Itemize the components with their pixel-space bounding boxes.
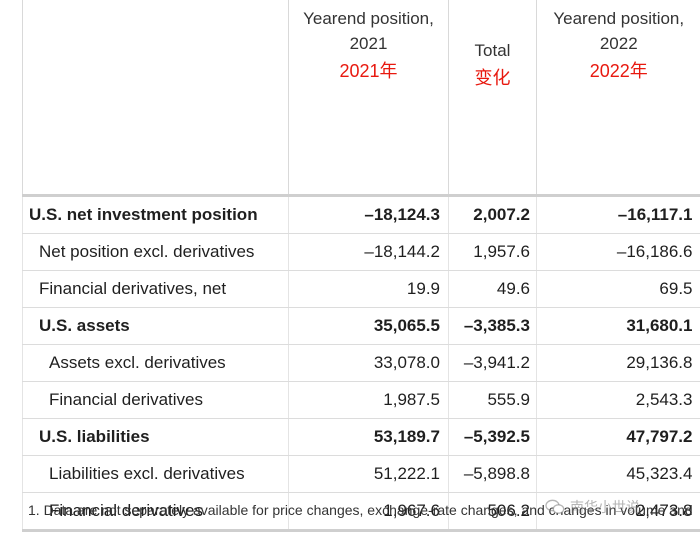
header-2022-line1: Yearend position, — [553, 9, 685, 28]
value-2022: 29,136.8 — [536, 344, 700, 382]
value-total: –3,385.3 — [448, 307, 537, 345]
value-2022: 31,680.1 — [536, 307, 700, 345]
value-total: 2,007.2 — [448, 195, 537, 234]
watermark: 南华小世说 — [545, 497, 640, 517]
column-header-total: Total 变化 — [448, 0, 537, 197]
value-2022: 47,797.2 — [536, 418, 700, 456]
value-total: 555.9 — [448, 381, 537, 419]
table-header-row: Yearend position, 2021 2021年 Total 变化 Ye… — [22, 0, 700, 197]
table-row: Assets excl. derivatives 33,078.0 –3,941… — [22, 344, 700, 382]
table-row: U.S. assets 35,065.5 –3,385.3 31,680.1 — [22, 307, 700, 345]
value-2021: 53,189.7 — [288, 418, 449, 456]
value-2021: –18,144.2 — [288, 233, 449, 271]
label-column-header — [22, 0, 289, 197]
row-label: Financial derivatives, net — [22, 270, 289, 308]
table-row: Financial derivatives, net 19.9 49.6 69.… — [22, 270, 700, 308]
value-total: 506.2 — [448, 492, 537, 532]
row-label: Liabilities excl. derivatives — [22, 455, 289, 493]
wechat-icon — [545, 499, 565, 515]
value-2021: 19.9 — [288, 270, 449, 308]
value-2022: 2,473.8 — [536, 492, 700, 532]
table-row: U.S. net investment position –18,124.3 2… — [22, 195, 700, 234]
header-2021-line2: 2021 — [349, 34, 388, 53]
table-row: Financial derivatives 1,967.6 506.2 2,47… — [22, 492, 700, 532]
row-label: Net position excl. derivatives — [22, 233, 289, 271]
value-total: 49.6 — [448, 270, 537, 308]
header-2022-cn: 2022年 — [589, 61, 648, 81]
row-label: U.S. net investment position — [22, 195, 289, 234]
value-total: 1,957.6 — [448, 233, 537, 271]
value-2021: 51,222.1 — [288, 455, 449, 493]
row-label: Assets excl. derivatives — [22, 344, 289, 382]
table-container: Yearend position, 2021 2021年 Total 变化 Ye… — [22, 0, 700, 539]
value-2021: 1,967.6 — [288, 492, 449, 532]
row-label: U.S. assets — [22, 307, 289, 345]
header-total-cn: 变化 — [474, 68, 511, 88]
value-2022: –16,117.1 — [536, 195, 700, 234]
value-total: –3,941.2 — [448, 344, 537, 382]
value-2021: 1,987.5 — [288, 381, 449, 419]
row-label: Financial derivatives — [22, 381, 289, 419]
row-label: Financial derivatives — [22, 492, 289, 532]
table-row: Liabilities excl. derivatives 51,222.1 –… — [22, 455, 700, 493]
value-total: –5,392.5 — [448, 418, 537, 456]
column-header-2022: Yearend position, 2022 2022年 — [536, 0, 700, 197]
header-total-line1: Total — [474, 41, 511, 60]
table-row: Net position excl. derivatives –18,144.2… — [22, 233, 700, 271]
value-2022: –16,186.6 — [536, 233, 700, 271]
header-2021-line1: Yearend position, — [303, 9, 434, 28]
row-label: U.S. liabilities — [22, 418, 289, 456]
header-2022-line2: 2022 — [599, 34, 638, 53]
value-2022: 45,323.4 — [536, 455, 700, 493]
value-2022: 2,543.3 — [536, 381, 700, 419]
header-2021-cn: 2021年 — [339, 61, 398, 81]
value-2021: 35,065.5 — [288, 307, 449, 345]
value-2022: 69.5 — [536, 270, 700, 308]
table-row: U.S. liabilities 53,189.7 –5,392.5 47,79… — [22, 418, 700, 456]
watermark-text: 南华小世说 — [570, 499, 640, 515]
column-header-2021: Yearend position, 2021 2021年 — [288, 0, 449, 197]
value-2021: –18,124.3 — [288, 195, 449, 234]
footnote: 1. Data are not separately available for… — [28, 502, 693, 518]
investment-position-table: Yearend position, 2021 2021年 Total 变化 Ye… — [22, 0, 700, 532]
value-total: –5,898.8 — [448, 455, 537, 493]
value-2021: 33,078.0 — [288, 344, 449, 382]
table-row: Financial derivatives 1,987.5 555.9 2,54… — [22, 381, 700, 419]
